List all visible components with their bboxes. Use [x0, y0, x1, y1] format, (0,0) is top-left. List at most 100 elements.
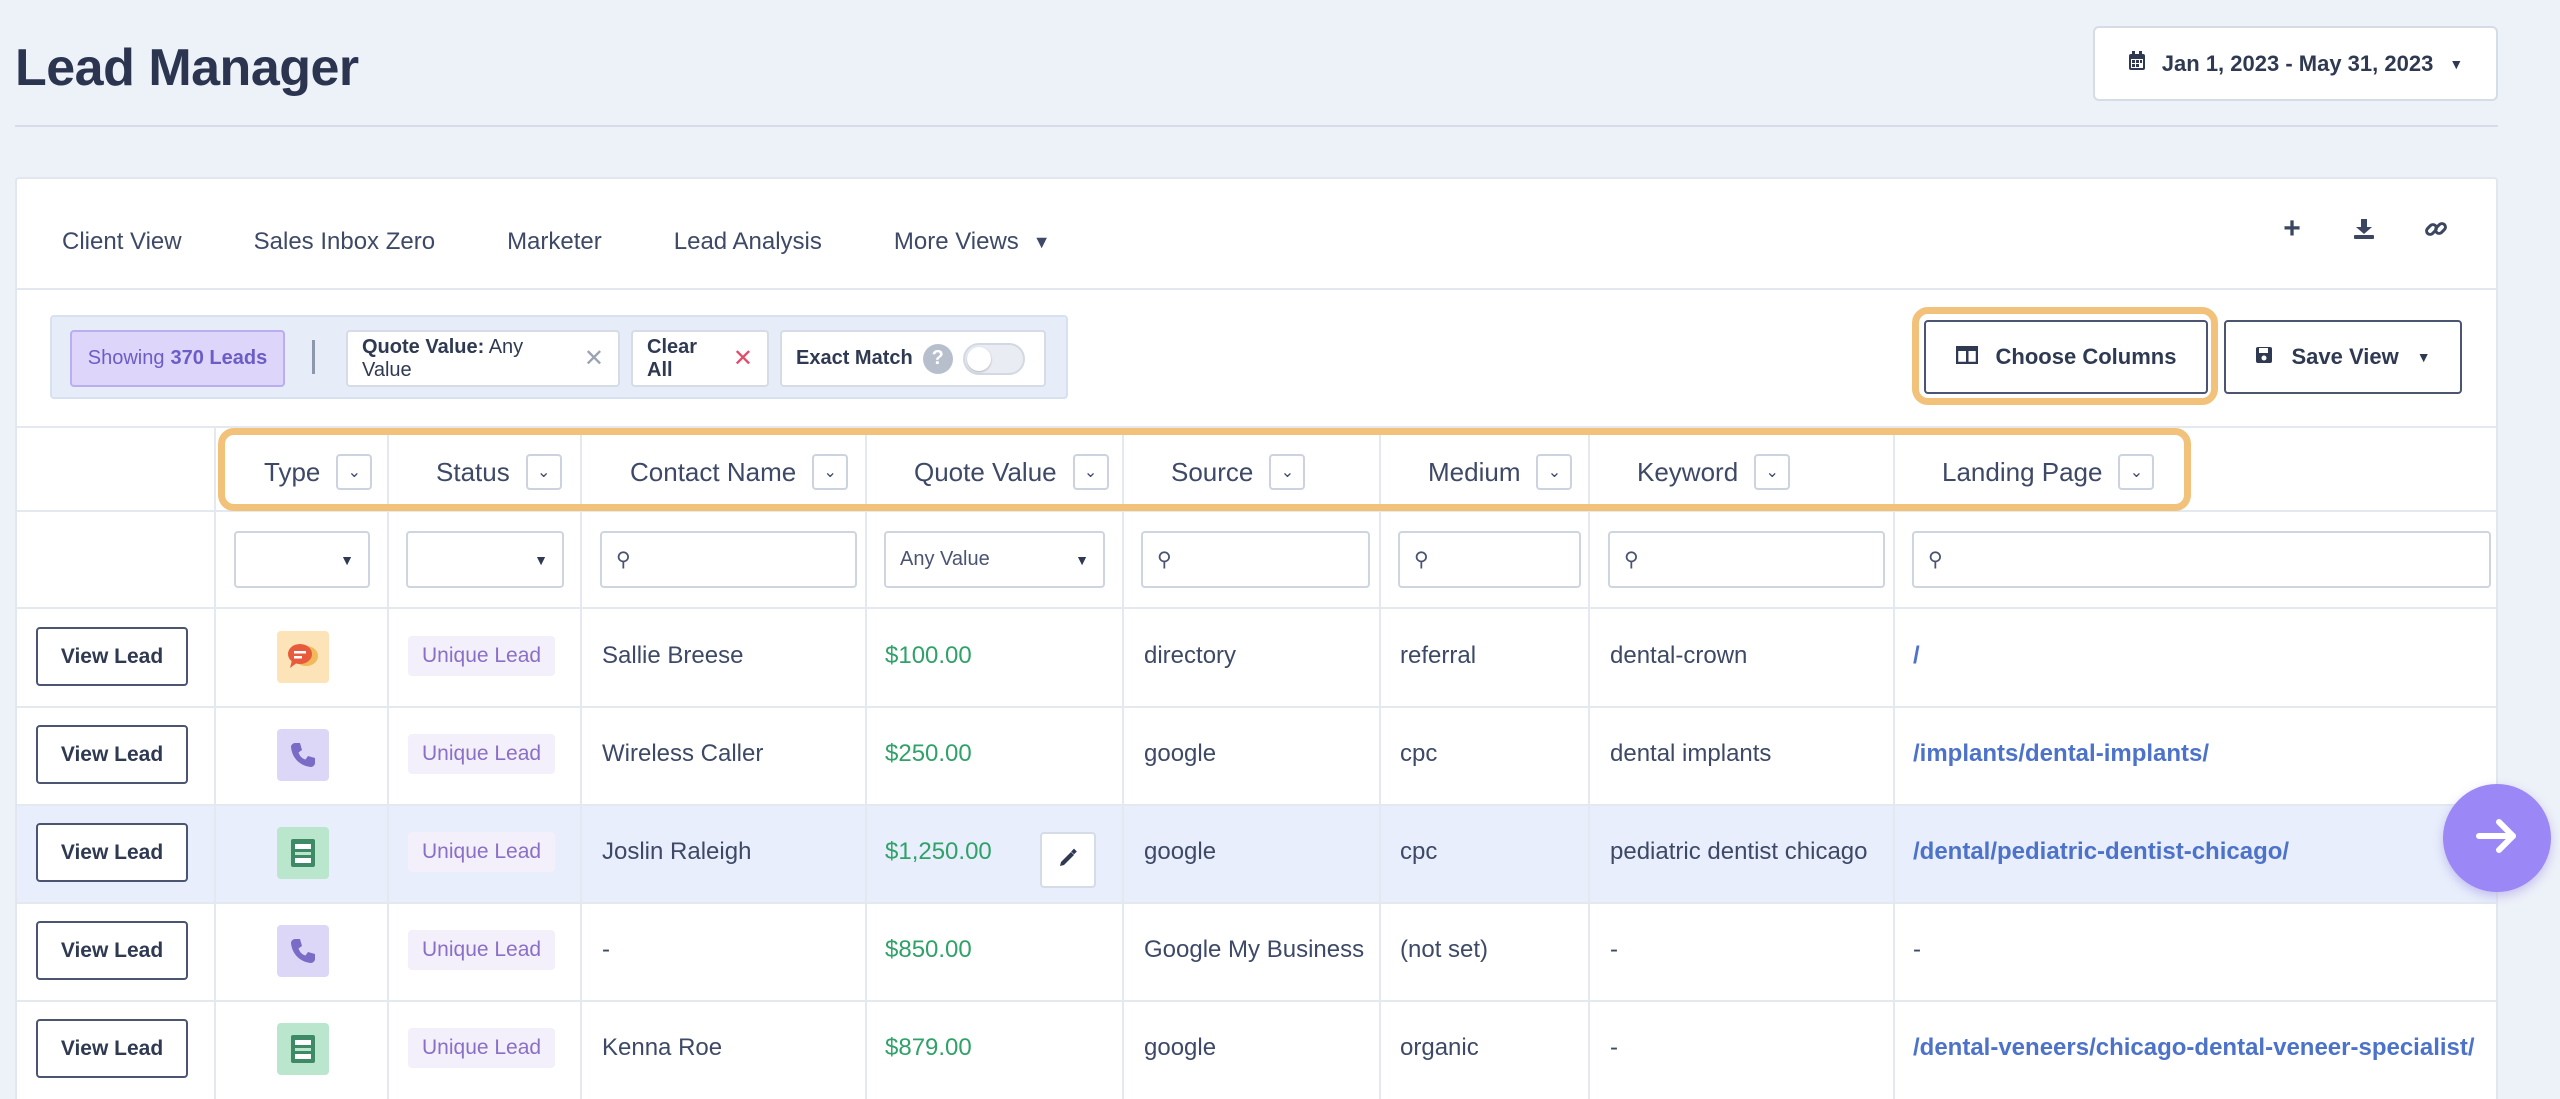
next-arrow-button[interactable] [2443, 784, 2551, 892]
row-rule [17, 902, 2496, 904]
medium-search-input[interactable]: ⚲ [1398, 531, 1581, 588]
tab-marketer[interactable]: Marketer [507, 228, 602, 255]
keyword-cell: - [1610, 1034, 1618, 1061]
column-header-keyword[interactable]: Keyword ⌄ [1637, 452, 1791, 492]
phone-icon [277, 925, 329, 977]
search-icon: ⚲ [1157, 549, 1172, 571]
calendar-icon [2128, 50, 2146, 77]
column-header-quote-value[interactable]: Quote Value ⌄ [914, 452, 1109, 492]
landing-page-link[interactable]: /dental-veneers/chicago-dental-veneer-sp… [1913, 1034, 2475, 1061]
edit-quote-button[interactable] [1040, 832, 1096, 888]
landing-page-search-input[interactable]: ⚲ [1912, 531, 2491, 588]
contact-name-cell: - [602, 936, 610, 963]
column-header-source[interactable]: Source ⌄ [1171, 452, 1306, 492]
columns-icon [1955, 344, 1978, 370]
landing-page-link[interactable]: / [1913, 642, 1920, 669]
view-lead-button[interactable]: View Lead [36, 921, 188, 980]
search-icon: ⚲ [1414, 549, 1429, 571]
download-icon[interactable] [2352, 214, 2376, 244]
row-rule [17, 804, 2496, 806]
col-divider [1893, 428, 1895, 1099]
tab-sales-inbox-zero[interactable]: Sales Inbox Zero [253, 228, 436, 255]
status-badge: Unique Lead [408, 1028, 556, 1068]
source-cell: google [1144, 740, 1217, 767]
page-title: Lead Manager [15, 39, 359, 97]
tab-more-views[interactable]: More Views ▼ [893, 228, 1051, 255]
column-header-medium[interactable]: Medium ⌄ [1428, 452, 1573, 492]
quote-value-cell: $100.00 [885, 642, 972, 669]
quote-value-cell: $250.00 [885, 740, 972, 767]
quote-value-filter-chip[interactable]: Quote Value: Any Value ✕ [346, 330, 620, 387]
table-top-rule [17, 426, 2496, 428]
chevron-down-icon: ▼ [2449, 55, 2464, 72]
medium-cell: cpc [1400, 838, 1438, 865]
source-search-input[interactable]: ⚲ [1141, 531, 1370, 588]
source-cell: google [1144, 838, 1217, 865]
landing-page-link[interactable]: /implants/dental-implants/ [1913, 740, 2210, 767]
clear-all-button[interactable]: Clear All ✕ [631, 330, 769, 387]
chevron-down-icon[interactable]: ⌄ [1072, 454, 1109, 490]
plus-icon[interactable]: + [2283, 212, 2301, 245]
keyword-cell: pediatric dentist chicago [1610, 838, 1868, 865]
exact-match-control: Exact Match ? [780, 330, 1046, 387]
quote-value-filter-select[interactable]: Any Value ▼ [884, 531, 1105, 588]
pencil-icon [1058, 848, 1078, 873]
tab-client-view[interactable]: Client View [62, 228, 182, 255]
source-cell: Google My Business [1144, 936, 1365, 963]
medium-cell: referral [1400, 642, 1477, 669]
keyword-cell: - [1610, 936, 1618, 963]
chevron-down-icon[interactable]: ⌄ [1536, 454, 1573, 490]
view-lead-button[interactable]: View Lead [36, 823, 188, 882]
chevron-down-icon[interactable]: ⌄ [1269, 454, 1306, 490]
contact-name-cell: Kenna Roe [602, 1034, 723, 1061]
remove-filter-icon[interactable]: ✕ [583, 345, 604, 372]
landing-page-link[interactable]: /dental/pediatric-dentist-chicago/ [1913, 838, 2290, 865]
chevron-down-icon[interactable]: ⌄ [812, 454, 849, 490]
exact-match-toggle[interactable] [962, 342, 1025, 375]
search-icon: ⚲ [1928, 549, 1943, 571]
date-range-picker[interactable]: Jan 1, 2023 - May 31, 2023 ▼ [2093, 26, 2498, 101]
source-cell: directory [1144, 642, 1237, 669]
chevron-down-icon[interactable]: ⌄ [336, 454, 373, 490]
row-rule [17, 706, 2496, 708]
contact-name-search-input[interactable]: ⚲ [600, 531, 857, 588]
tab-lead-analysis[interactable]: Lead Analysis [673, 228, 822, 255]
chevron-down-icon[interactable]: ⌄ [525, 454, 562, 490]
col-divider [865, 428, 867, 1099]
contact-name-cell: Joslin Raleigh [602, 838, 752, 865]
column-header-status[interactable]: Status ⌄ [436, 452, 562, 492]
close-icon: ✕ [732, 345, 753, 372]
column-header-contact-name[interactable]: Contact Name ⌄ [630, 452, 849, 492]
status-filter-select[interactable]: ▼ [406, 531, 564, 588]
medium-cell: (not set) [1400, 936, 1489, 963]
quote-value-cell: $879.00 [885, 1034, 972, 1061]
column-headers-highlight [218, 428, 2191, 511]
contact-name-cell: Wireless Caller [602, 740, 764, 767]
contact-name-cell: Sallie Breese [602, 642, 744, 669]
choose-columns-button[interactable]: Choose Columns [1924, 320, 2208, 394]
keyword-search-input[interactable]: ⚲ [1608, 531, 1885, 588]
chevron-down-icon[interactable]: ⌄ [2118, 454, 2155, 490]
column-header-type[interactable]: Type ⌄ [264, 452, 373, 492]
save-view-button[interactable]: Save View ▼ [2224, 320, 2462, 394]
col-divider [214, 428, 216, 1099]
type-filter-select[interactable]: ▼ [234, 531, 370, 588]
view-lead-button[interactable]: View Lead [36, 627, 188, 686]
view-lead-button[interactable]: View Lead [36, 1019, 188, 1078]
view-lead-button[interactable]: View Lead [36, 725, 188, 784]
title-divider [15, 125, 2498, 127]
link-icon[interactable] [2424, 214, 2448, 244]
medium-cell: cpc [1400, 740, 1438, 767]
date-range-label: Jan 1, 2023 - May 31, 2023 [2161, 50, 2434, 76]
phone-icon [277, 729, 329, 781]
table-tools: + [2280, 212, 2448, 245]
caret-down-icon: ▼ [1032, 231, 1051, 252]
chevron-down-icon[interactable]: ⌄ [1754, 454, 1791, 490]
col-divider [580, 428, 582, 1099]
save-icon [2255, 344, 2273, 370]
status-badge: Unique Lead [408, 832, 556, 872]
col-divider [387, 428, 389, 1099]
status-badge: Unique Lead [408, 636, 556, 676]
column-header-landing-page[interactable]: Landing Page ⌄ [1942, 452, 2155, 492]
help-icon[interactable]: ? [922, 343, 953, 374]
